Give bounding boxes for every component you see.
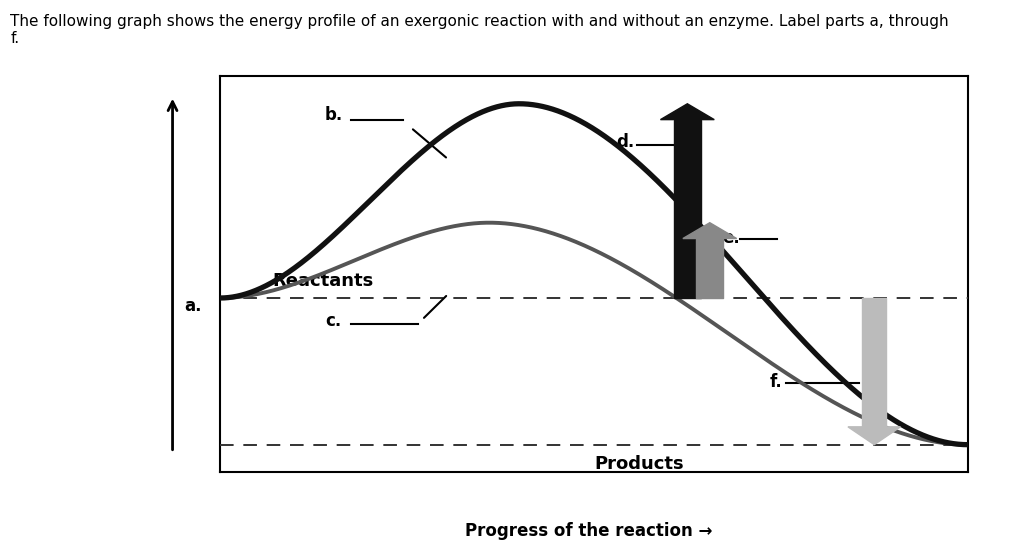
- Text: Products: Products: [594, 454, 684, 472]
- Polygon shape: [660, 104, 715, 119]
- Polygon shape: [683, 223, 736, 238]
- Text: a.: a.: [184, 297, 202, 315]
- Polygon shape: [848, 427, 900, 445]
- Text: d.: d.: [616, 134, 635, 151]
- Text: c.: c.: [325, 312, 341, 330]
- Text: f.: f.: [770, 373, 782, 391]
- Text: Progress of the reaction →: Progress of the reaction →: [465, 522, 713, 540]
- Text: The following graph shows the energy profile of an exergonic reaction with and w: The following graph shows the energy pro…: [10, 14, 949, 46]
- Text: Reactants: Reactants: [272, 272, 374, 290]
- Text: e.: e.: [723, 229, 740, 247]
- Text: b.: b.: [325, 106, 343, 124]
